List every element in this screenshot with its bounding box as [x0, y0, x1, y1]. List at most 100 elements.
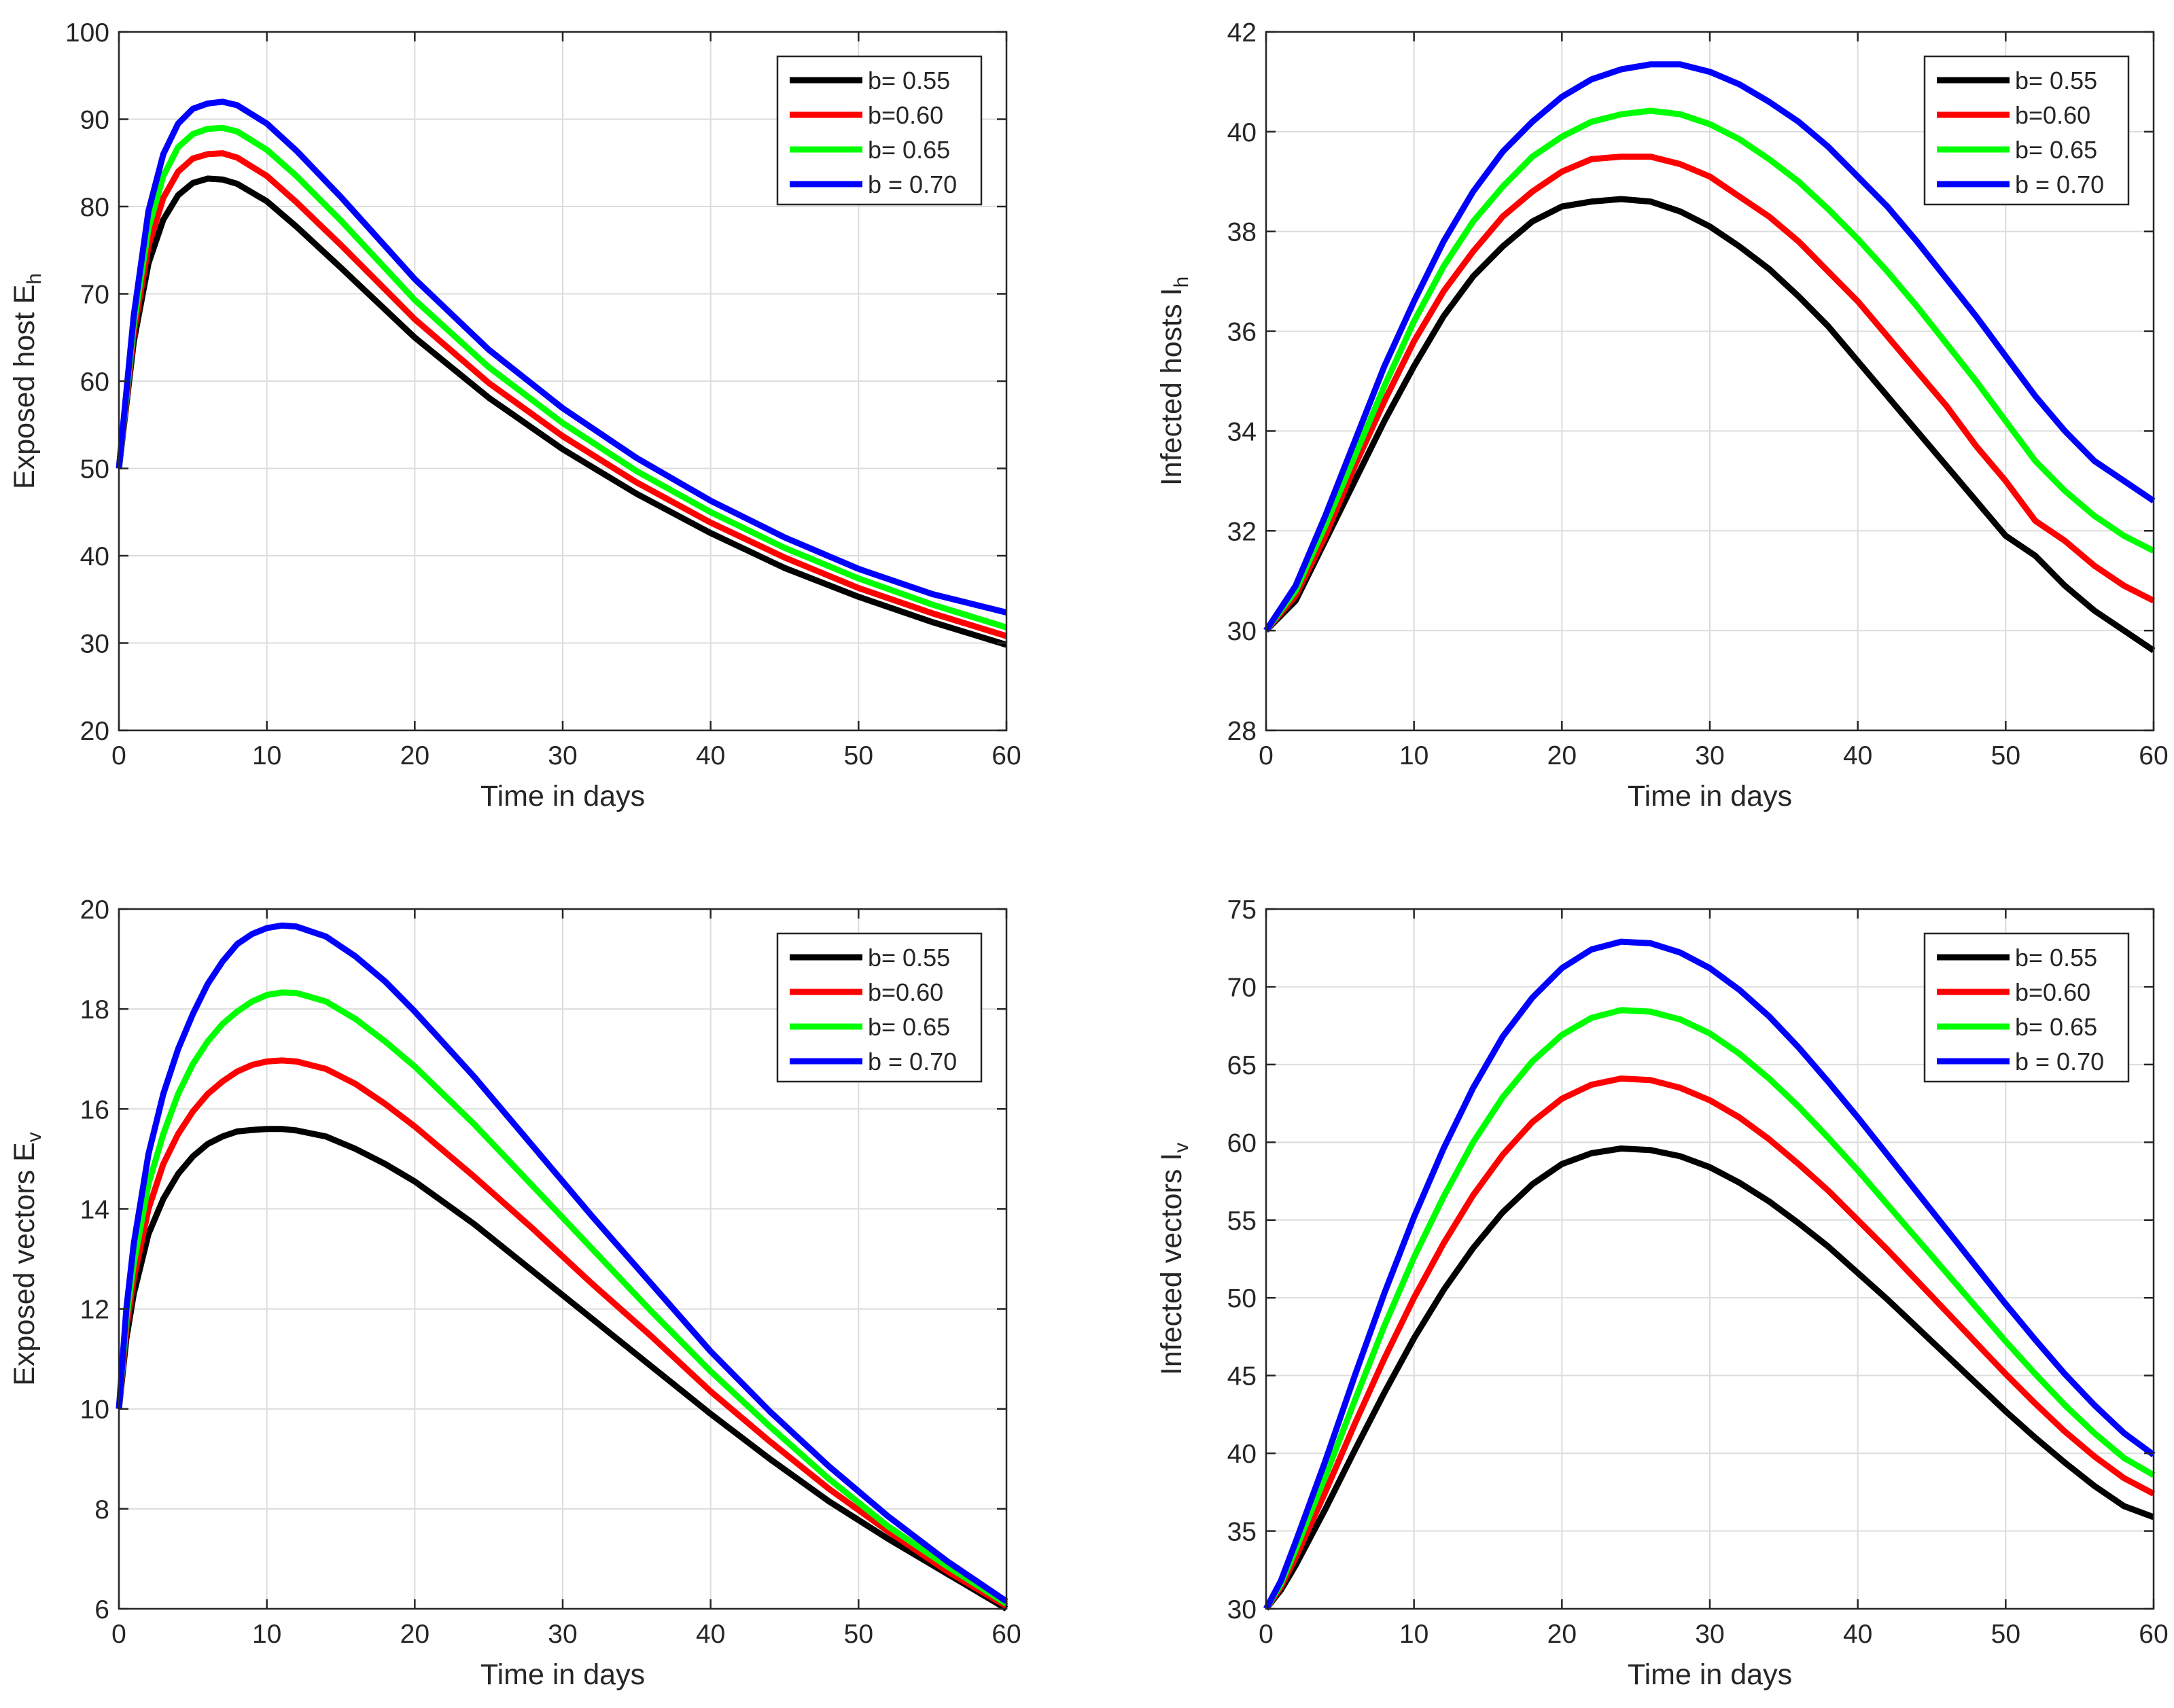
legend: b= 0.55 b=0.60 b= 0.65 b = 0.70 — [1923, 932, 2130, 1083]
x-tick-label: 40 — [1843, 741, 1872, 770]
y-tick-label: 75 — [1227, 895, 1257, 925]
x-tick-label: 10 — [252, 1620, 281, 1649]
y-tick-label: 32 — [1227, 517, 1257, 546]
series-line-4 — [116, 922, 1009, 1604]
chart-infected-hosts: 0 10 20 30 40 50 60 28 30 32 34 36 38 40 42 Time in day… — [1155, 18, 2169, 813]
legend-label-2: b=0.60 — [868, 978, 943, 1006]
x-tick-label: 50 — [1991, 1620, 2020, 1649]
legend-label-4: b = 0.70 — [868, 1048, 957, 1075]
series-line-1 — [116, 175, 1008, 648]
y-tick-label: 40 — [80, 542, 109, 571]
y-axis-label-main: Infected hosts I — [1155, 288, 1188, 486]
x-tick-label: 30 — [1695, 741, 1724, 770]
x-tick-label: 10 — [1399, 741, 1428, 770]
x-axis-label: Time in days — [480, 1658, 645, 1691]
y-tick-label: 42 — [1227, 18, 1257, 48]
x-tick-label: 20 — [1547, 1620, 1577, 1649]
y-tick-label: 12 — [80, 1296, 109, 1325]
legend-label-2: b=0.60 — [2015, 978, 2090, 1006]
y-tick-label: 60 — [1227, 1128, 1257, 1158]
x-tick-label: 60 — [2139, 1620, 2168, 1649]
y-tick-label: 8 — [94, 1495, 109, 1525]
y-axis-label-subscript: h — [1170, 277, 1193, 288]
x-tick-label: 0 — [1259, 741, 1274, 770]
x-tick-label: 10 — [1399, 1620, 1428, 1649]
y-axis-label-main: Exposed host E — [8, 285, 41, 489]
y-tick-label: 30 — [1227, 1595, 1257, 1624]
x-tick-label: 40 — [1843, 1620, 1872, 1649]
y-tick-label: 70 — [1227, 973, 1257, 1002]
y-tick-label: 70 — [80, 281, 109, 310]
y-tick-label: 45 — [1227, 1362, 1257, 1391]
ticks: 0 10 20 30 40 50 60 28 30 32 34 36 38 40 42 — [1227, 18, 2169, 770]
legend-label-3: b= 0.65 — [868, 1013, 950, 1041]
series-line-4 — [1263, 938, 2156, 1611]
grid-lines — [1266, 32, 2154, 730]
series-group — [1263, 61, 2156, 654]
y-axis-label: Infected vectors Iv — [1155, 1143, 1193, 1375]
legend-label-1: b= 0.55 — [2015, 944, 2097, 972]
series-line-1 — [116, 1126, 1009, 1612]
y-tick-label: 55 — [1227, 1207, 1257, 1236]
y-tick-label: 40 — [1227, 1440, 1257, 1469]
y-tick-label: 40 — [1227, 118, 1257, 147]
series-line-4 — [1263, 61, 2156, 633]
y-tick-label: 65 — [1227, 1051, 1257, 1080]
x-tick-label: 60 — [992, 1620, 1021, 1649]
x-tick-label: 30 — [548, 741, 577, 770]
y-tick-label: 6 — [94, 1595, 109, 1624]
series-line-3 — [116, 989, 1009, 1607]
y-tick-label: 90 — [80, 106, 109, 135]
legend: b= 0.55 b=0.60 b= 0.65 b = 0.70 — [776, 932, 983, 1083]
y-tick-label: 14 — [80, 1195, 109, 1224]
y-tick-label: 35 — [1227, 1518, 1257, 1547]
y-axis-label-subscript: v — [1170, 1143, 1193, 1153]
y-axis-label: Infected hosts Ih — [1155, 277, 1193, 486]
series-group — [116, 922, 1009, 1612]
x-axis-label: Time in days — [1628, 780, 1792, 813]
y-axis-label: Exposed host Eh — [8, 273, 46, 489]
ticks: 0 10 20 30 40 50 60 30 35 40 45 50 55 60 65 70 75 — [1227, 895, 2169, 1649]
y-tick-label: 38 — [1227, 218, 1257, 247]
y-tick-label: 50 — [80, 455, 109, 484]
chart-exposed-host: 0 10 20 30 40 50 60 20 30 40 50 60 70 80 90 100 Time in … — [8, 18, 1021, 813]
legend-label-4: b = 0.70 — [2015, 1048, 2104, 1075]
y-axis-label-main: Infected vectors I — [1155, 1153, 1188, 1375]
x-axis-label: Time in days — [1628, 1658, 1792, 1691]
y-tick-label: 20 — [80, 717, 109, 746]
legend-label-3: b= 0.65 — [2015, 136, 2097, 164]
x-tick-label: 50 — [844, 1620, 873, 1649]
x-tick-label: 60 — [992, 741, 1021, 770]
legend-label-1: b= 0.55 — [2015, 67, 2097, 94]
x-tick-label: 40 — [696, 1620, 725, 1649]
x-tick-label: 40 — [696, 741, 725, 770]
x-tick-label: 0 — [1259, 1620, 1274, 1649]
legend: b= 0.55 b=0.60 b= 0.65 b = 0.70 — [1923, 55, 2130, 206]
ticks: 0 10 20 30 40 50 60 6 8 10 12 14 16 18 20 — [80, 895, 1021, 1649]
series-line-1 — [1263, 196, 2156, 654]
y-tick-label: 20 — [80, 895, 109, 925]
series-group — [116, 99, 1008, 648]
x-tick-label: 60 — [2139, 741, 2168, 770]
y-tick-label: 16 — [80, 1095, 109, 1124]
series-line-4 — [116, 99, 1008, 616]
ticks: 0 10 20 30 40 50 60 20 30 40 50 60 70 80 90 100 — [65, 18, 1021, 770]
series-line-2 — [1263, 1075, 2156, 1611]
x-tick-label: 10 — [252, 741, 281, 770]
y-axis-label-subscript: h — [23, 273, 46, 285]
y-axis-label-subscript: v — [23, 1132, 46, 1142]
series-line-3 — [116, 124, 1008, 630]
series-group — [1263, 938, 2156, 1611]
y-tick-label: 60 — [80, 368, 109, 397]
y-tick-label: 36 — [1227, 318, 1257, 347]
y-axis-label-main: Exposed vectors E — [8, 1142, 41, 1386]
y-tick-label: 80 — [80, 193, 109, 222]
legend-label-1: b= 0.55 — [868, 944, 950, 972]
x-tick-label: 50 — [844, 741, 873, 770]
x-tick-label: 50 — [1991, 741, 2020, 770]
series-line-3 — [1263, 1007, 2156, 1611]
y-tick-label: 34 — [1227, 417, 1257, 446]
legend: b= 0.55 b=0.60 b= 0.65 b = 0.70 — [776, 55, 983, 206]
legend-label-2: b=0.60 — [2015, 101, 2090, 129]
